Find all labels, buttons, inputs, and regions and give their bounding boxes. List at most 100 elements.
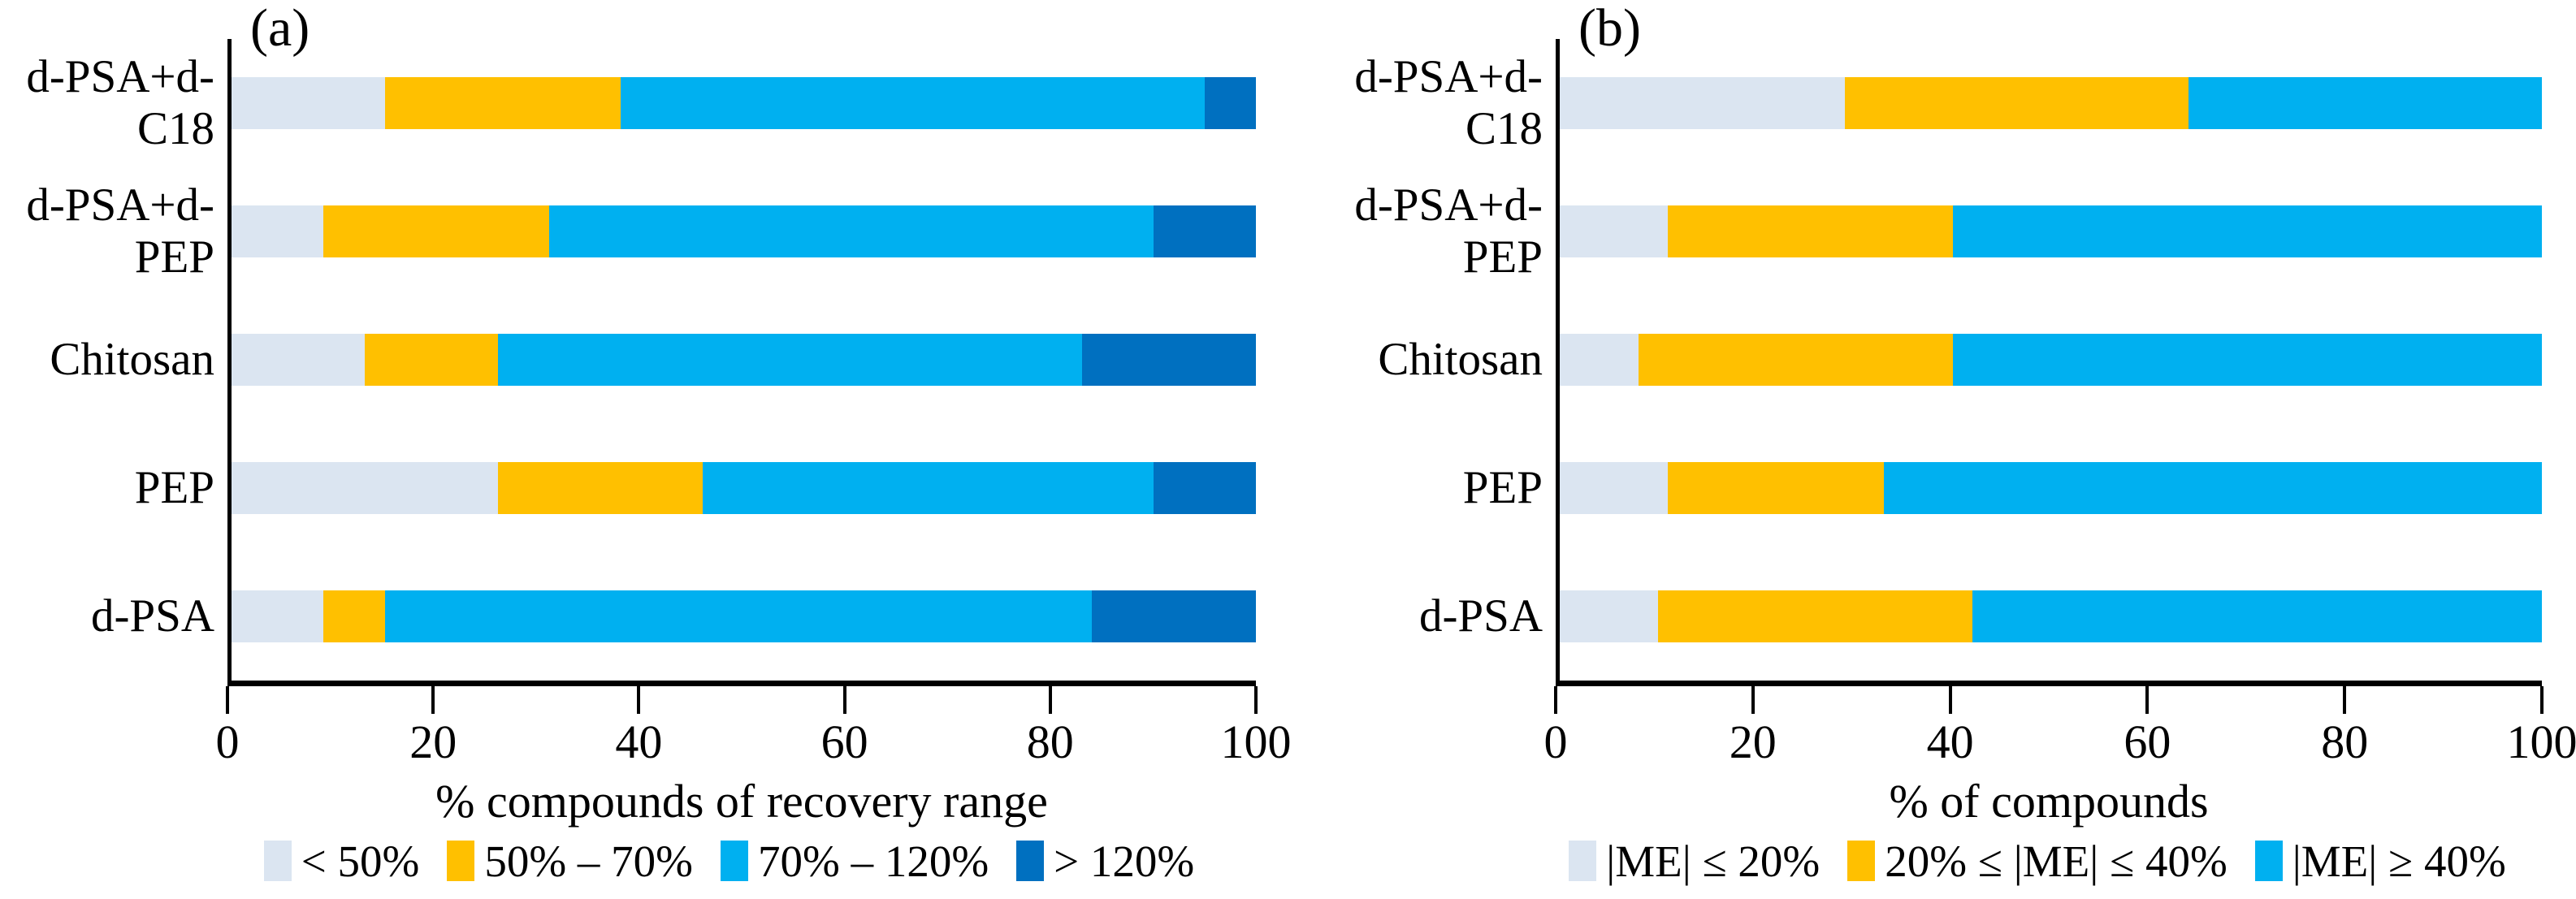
- panel-b-plot: [1556, 39, 2542, 686]
- panel-a-category-axis: d-PSA+d- C18 d-PSA+d- PEP Chitosan PEP d-PSA: [0, 39, 227, 681]
- bar-segment: [497, 334, 1082, 386]
- bar-segment: [232, 590, 324, 642]
- stacked-bar: [1560, 462, 2542, 514]
- legend-item: < 50%: [263, 836, 420, 886]
- x-axis-tick: [226, 686, 229, 714]
- bar-row: [1560, 39, 2542, 167]
- bar-segment: [1560, 205, 1668, 257]
- legend-swatch: [263, 841, 292, 882]
- bar-segment: [323, 590, 386, 642]
- legend-label: < 50%: [301, 836, 420, 886]
- category-label: Chitosan: [50, 334, 214, 386]
- panel-b-tick-marks: [1554, 686, 2544, 714]
- x-axis-tick-label: 100: [2506, 715, 2576, 768]
- x-axis-tick-label: 0: [1543, 715, 1568, 768]
- category-label: d-PSA: [1418, 590, 1543, 642]
- bar-segment: [232, 334, 365, 386]
- panel-a-label: (a): [250, 0, 310, 58]
- legend-label: 20% ≤ |ME| ≤ 40%: [1885, 836, 2227, 886]
- bar-row: [1560, 424, 2542, 552]
- bar-segment: [1952, 205, 2542, 257]
- x-axis-tick: [2540, 686, 2544, 714]
- panel-a-tick-marks: [226, 686, 1258, 714]
- bar-segment: [1972, 590, 2542, 642]
- panel-b-x-axis-title: % of compounds: [1889, 775, 2209, 828]
- panel-a-tick-labels: 0 20 40 60 80 100: [216, 714, 1292, 774]
- legend-swatch: [1016, 841, 1045, 882]
- bar-row: [1560, 296, 2542, 424]
- legend-item: |ME| ≤ 20%: [1569, 839, 1820, 884]
- bar-segment: [232, 77, 386, 129]
- x-axis-tick: [431, 686, 435, 714]
- x-axis-tick-label: 20: [1729, 715, 1777, 768]
- x-axis-tick: [842, 686, 846, 714]
- bar-segment: [1560, 77, 1845, 129]
- bar-segment: [1667, 205, 1953, 257]
- panel-b-legend: |ME| ≤ 20% 20% ≤ |ME| ≤ 40% |ME| ≥ 40%: [1507, 839, 2568, 884]
- legend-label: |ME| ≥ 40%: [2292, 836, 2506, 886]
- panel-a-chart-area: d-PSA+d- C18 d-PSA+d- PEP Chitosan PEP d-PSA: [0, 0, 1288, 686]
- bar-row: [232, 39, 1256, 167]
- x-axis-tick: [1048, 686, 1052, 714]
- bar-segment: [1844, 77, 2189, 129]
- bar-segment: [1883, 462, 2542, 514]
- x-axis-tick: [2145, 686, 2150, 714]
- bar-segment: [364, 334, 498, 386]
- x-axis-tick-label: 80: [1026, 715, 1074, 768]
- x-axis-tick: [1554, 686, 1557, 714]
- legend-swatch: [721, 841, 748, 882]
- stacked-bar: [1560, 77, 2542, 129]
- stacked-bar: [1560, 334, 2542, 386]
- panel-a: (a) d-PSA+d- C18 d-PSA+d- PEP Chitosan PEP d…: [0, 0, 1292, 886]
- legend-swatch: [2254, 841, 2283, 882]
- bar-segment: [385, 590, 1093, 642]
- category-label: PEP: [134, 462, 214, 514]
- bar-row: [232, 552, 1256, 681]
- bar-segment: [1204, 77, 1256, 129]
- stacked-bar: [1560, 590, 2542, 642]
- legend-item: 20% ≤ |ME| ≤ 40%: [1847, 839, 2227, 884]
- bar-segment: [1560, 590, 1658, 642]
- legend-swatch: [1847, 841, 1876, 882]
- bar-segment: [497, 462, 704, 514]
- panel-b-category-axis: d-PSA+d- C18 d-PSA+d- PEP Chitosan PEP d-PSA: [1288, 39, 1556, 681]
- bar-segment: [2188, 77, 2542, 129]
- bar-segment: [1560, 334, 1639, 386]
- x-axis-tick-label: 100: [1220, 715, 1292, 768]
- bar-row: [232, 296, 1256, 424]
- bar-row: [232, 167, 1256, 296]
- x-axis-tick: [1948, 686, 1952, 714]
- bar-segment: [385, 77, 621, 129]
- panel-b-label: (b): [1578, 0, 1641, 58]
- x-axis-tick: [2343, 686, 2347, 714]
- bar-segment: [1153, 462, 1256, 514]
- x-axis-tick: [1254, 686, 1258, 714]
- stacked-bar: [232, 590, 1256, 642]
- x-axis-tick-label: 60: [2124, 715, 2171, 768]
- category-label: d-PSA: [90, 590, 214, 642]
- bar-segment: [703, 462, 1154, 514]
- bar-segment: [323, 205, 549, 257]
- legend-label: > 120%: [1054, 836, 1195, 886]
- legend-swatch: [447, 841, 475, 882]
- stacked-bar: [232, 462, 1256, 514]
- bar-segment: [232, 462, 498, 514]
- legend-label: |ME| ≤ 20%: [1606, 836, 1821, 886]
- category-label: Chitosan: [1378, 334, 1543, 386]
- bar-segment: [1081, 334, 1256, 386]
- x-axis-tick-label: 0: [215, 715, 240, 768]
- legend-swatch: [1569, 841, 1597, 882]
- bar-segment: [548, 205, 1154, 257]
- stacked-bar: [232, 77, 1256, 129]
- bar-row: [232, 424, 1256, 552]
- x-axis-tick-label: 40: [1926, 715, 1974, 768]
- bar-row: [1560, 167, 2542, 296]
- x-axis-tick-label: 20: [409, 715, 457, 768]
- stacked-bar: [232, 205, 1256, 257]
- stacked-bar: [1560, 205, 2542, 257]
- bar-segment: [1560, 462, 1668, 514]
- bar-row: [1560, 552, 2542, 681]
- bar-segment: [621, 77, 1205, 129]
- x-axis-tick: [1751, 686, 1755, 714]
